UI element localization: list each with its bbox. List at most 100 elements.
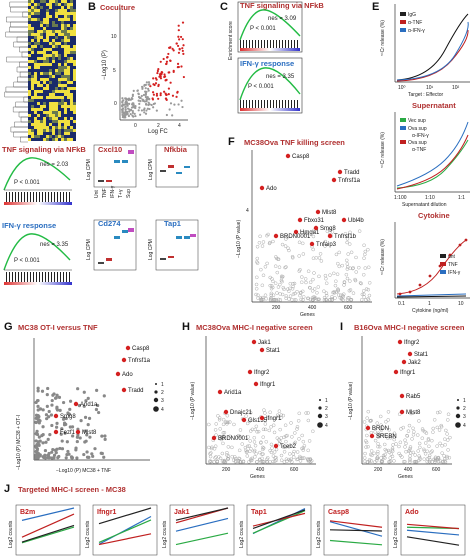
screen-point [279,458,284,463]
volcano-point [159,92,162,95]
volcano-point [142,108,146,111]
count-plot-frame [323,504,389,556]
nes-value: nes = 3.35 [266,74,295,80]
scatter-point [85,433,89,437]
scatter-point [45,417,49,421]
screen-point [390,447,395,452]
volcano-point [142,93,146,97]
screen-point [273,264,278,268]
screen-point [312,287,317,291]
volcano-point [159,60,162,63]
screen-point [306,411,310,415]
screen-point [232,422,236,427]
screen-point [308,297,313,302]
screen-point [304,411,308,415]
hit-point [337,169,343,175]
volcano-point [124,110,127,113]
volcano-point [141,85,144,88]
screen-point [221,434,225,439]
screen-point [314,256,319,260]
screen-point [274,455,278,460]
hit-label: Arid1a [80,402,98,408]
screen-point [238,428,243,432]
screen-point [340,263,344,268]
screen-point [358,281,363,285]
scatter-point [68,407,72,411]
screen-point [292,441,297,446]
screen-point [281,413,286,418]
gsea-title: IFN-γ response [2,221,56,230]
screen-point [261,435,265,439]
screen-point [208,459,212,463]
screen-point [217,455,221,459]
scatter-point [102,394,106,398]
hit-label: Tradd [128,388,143,394]
tick-label: 2 [157,123,160,129]
hit-point [399,409,405,415]
screen-point [230,445,234,450]
screen-point [349,250,354,255]
volcano-point [152,102,155,106]
screen-point [405,433,409,438]
screen-point [224,420,228,424]
screen-point [225,422,229,426]
screen-point [394,442,398,446]
screen-point [216,414,220,418]
volcano-point [141,98,144,101]
screen-point [273,281,278,285]
scatter-point [57,395,62,399]
scatter-point [97,410,101,415]
volcano-point [152,93,155,96]
volcano-point [146,107,149,110]
screen-point [392,459,396,463]
screen-point [347,295,351,300]
expression-plot-cxcl10: Cxcl10 [93,144,137,188]
screen-point [217,417,222,422]
scatter-point [88,435,92,439]
screen-point [298,459,303,463]
screen-point [437,428,442,432]
volcano-point [159,72,162,75]
screen-point [438,441,442,446]
screen-point [245,449,249,454]
screen-point [311,247,315,252]
volcano-point [155,78,158,81]
hit-point [259,185,265,191]
scatter-point [60,427,64,431]
volcano-point [144,87,147,90]
gene-label: Tap1 [164,219,181,228]
screen-point [268,410,272,415]
volcano-point [131,111,134,115]
screen-point [266,232,270,237]
screen-point [346,296,350,300]
tick-label: 5 [113,68,116,74]
screen-point [273,456,277,460]
screen-point [310,298,315,302]
screen-point [264,296,268,301]
scatter-point [34,420,38,425]
scatter-point [103,437,107,442]
scatter-point [34,432,38,436]
volcano-point [145,90,148,93]
volcano-point [138,102,141,105]
screen-point [265,261,269,266]
screen-point [408,460,412,464]
scatter-point [66,449,70,454]
volcano-point [140,94,143,98]
screen-point [262,408,266,412]
count-line [329,521,383,537]
screen-point [263,422,268,426]
scatter-point [52,453,57,457]
count-line [21,507,75,521]
hit-label: Gls135 [248,418,268,424]
screen-point [363,252,367,257]
legend-label: 1 [463,398,466,404]
volcano-point [169,59,172,62]
volcano-point [163,73,166,76]
y-axis-label: Log2 counts [85,520,91,548]
tick-label: 10 [458,301,464,307]
data-point [464,238,468,242]
scatter-point [64,456,68,460]
tick-label: 1:100 [394,195,407,201]
hit-point [293,229,299,235]
